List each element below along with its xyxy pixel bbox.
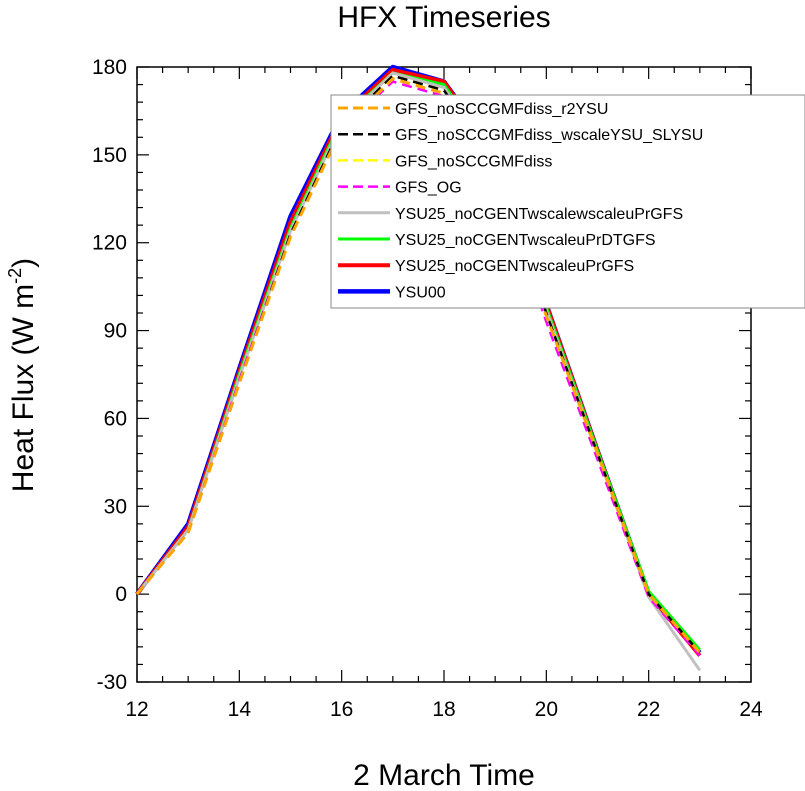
y-tick-label: 120 — [92, 232, 127, 255]
y-tick-label: 90 — [104, 320, 127, 343]
legend-label: GFS_OG — [395, 180, 462, 197]
x-tick-label: 14 — [228, 698, 252, 721]
x-tick-label: 22 — [637, 698, 660, 721]
legend-box — [330, 94, 805, 309]
series-lines — [135, 64, 702, 672]
x-tick-label: 20 — [535, 698, 558, 721]
legend-label: YSU25_noCGENTwscaleuPrGFS — [395, 258, 634, 275]
y-tick-label: 150 — [92, 144, 127, 167]
series-line-GFS_noSCCGMFdiss_r2YSU — [135, 77, 701, 654]
x-tick-label: 12 — [125, 698, 148, 721]
x-axis-title: 2 March Time — [353, 759, 535, 791]
x-tick-label: 16 — [330, 698, 353, 721]
y-axis-title-superscript: -2 — [5, 268, 25, 284]
y-tick-label: 30 — [104, 495, 127, 518]
legend-label: YSU00 — [395, 284, 446, 301]
y-axis-title: Heat Flux (W m-2) — [5, 258, 40, 492]
legend-label: GFS_noSCCGMFdiss_wscaleYSU_SLYSU — [395, 127, 703, 144]
y-tick-label: 0 — [115, 583, 127, 606]
legend-label: GFS_noSCCGMFdiss — [395, 153, 552, 170]
legend: GFS_noSCCGMFdiss_r2YSU GFS_noSCCGMFdiss_w… — [330, 94, 805, 309]
legend-label: YSU25_noCGENTwscaleuPrDTGFS — [395, 232, 656, 249]
y-tick-label: -30 — [97, 671, 127, 694]
x-axis-ticks: 12 14 16 18 20 22 24 — [125, 67, 763, 721]
legend-label: YSU25_noCGENTwscalewscaleuPrGFS — [395, 206, 683, 223]
x-tick-label: 24 — [739, 698, 763, 721]
y-tick-label: 60 — [104, 407, 127, 430]
legend-label: GFS_noSCCGMFdiss_r2YSU — [395, 101, 608, 118]
y-tick-label: 180 — [92, 56, 127, 79]
x-tick-label: 18 — [432, 698, 455, 721]
chart-title: HFX Timeseries — [337, 1, 550, 34]
y-axis-ticks: -30 0 30 60 90 120 150 180 — [92, 56, 751, 694]
y-axis-title-base: Heat Flux (W m — [7, 284, 40, 492]
y-axis-title-close: ) — [7, 258, 40, 268]
